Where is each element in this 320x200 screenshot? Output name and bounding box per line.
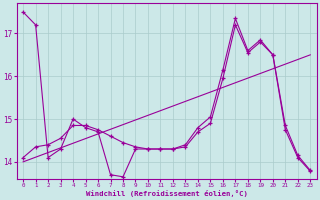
- X-axis label: Windchill (Refroidissement éolien,°C): Windchill (Refroidissement éolien,°C): [86, 190, 248, 197]
